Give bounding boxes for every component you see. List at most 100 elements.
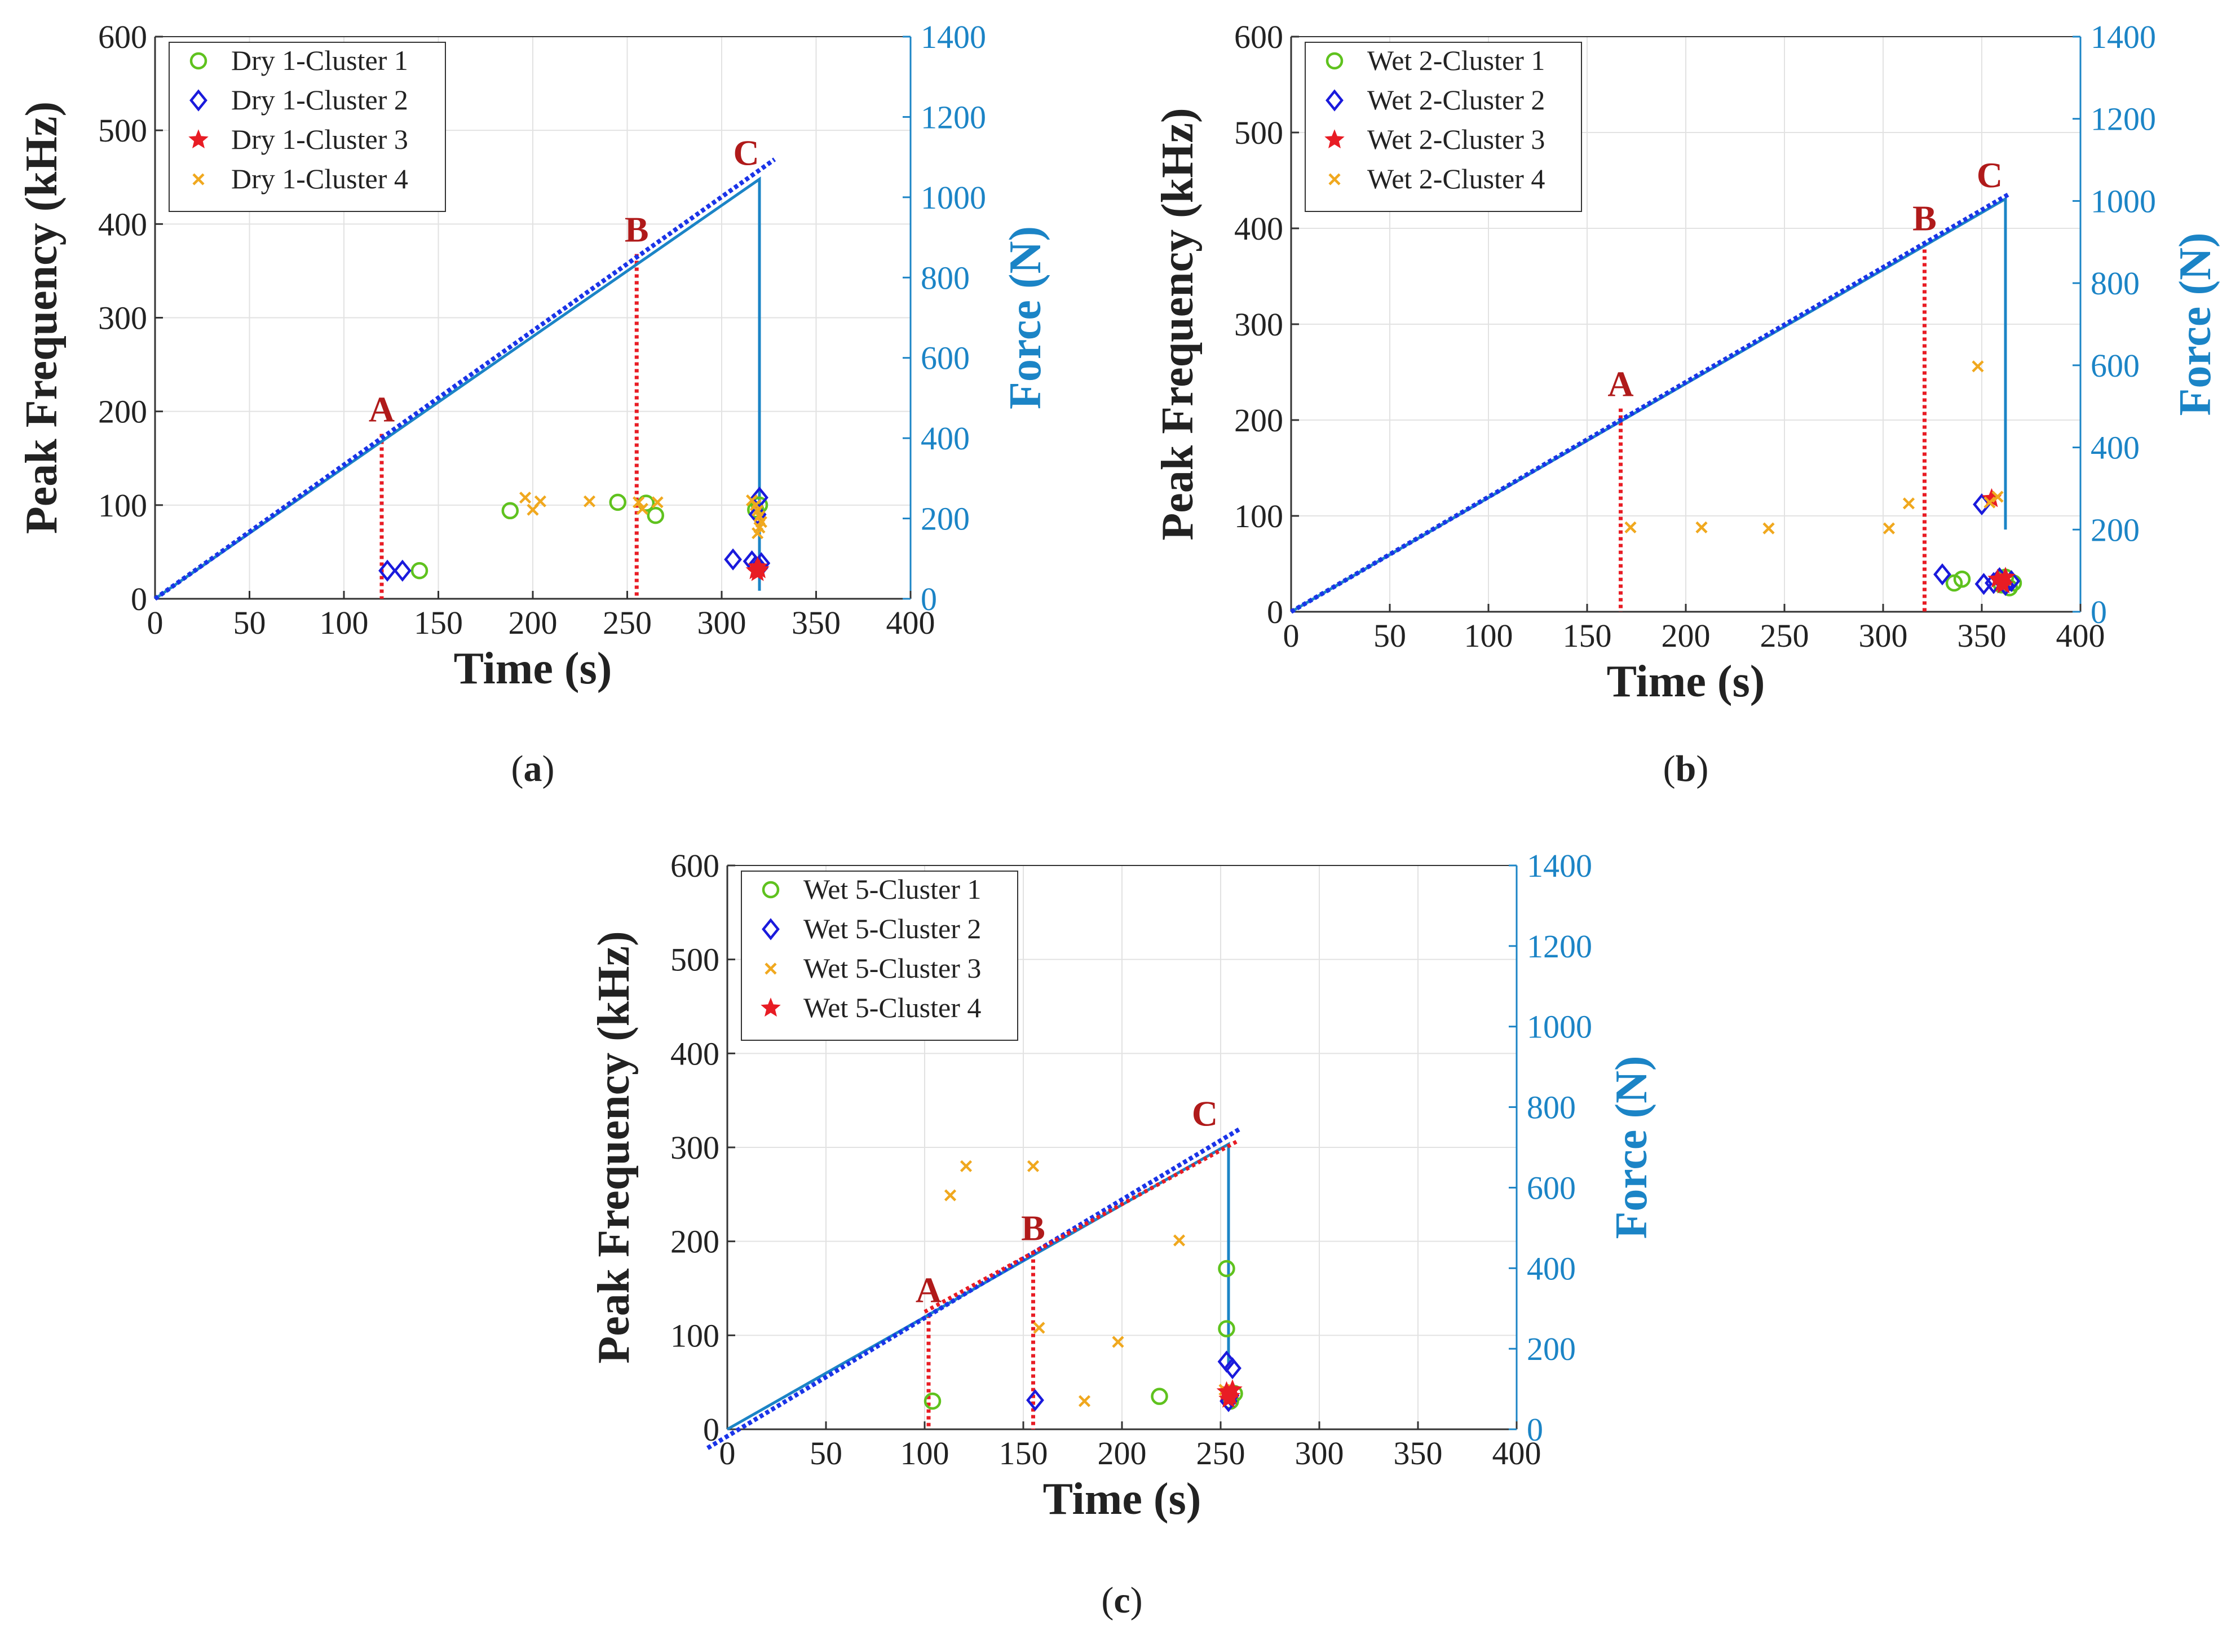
x-tick-label: 50: [1373, 617, 1406, 654]
data-point: [1993, 574, 2014, 594]
data-point: [534, 495, 546, 507]
x-tick-label: 100: [320, 604, 369, 641]
x-tick-label: 150: [414, 604, 463, 641]
y-tick-label: 400: [1234, 210, 1283, 247]
series-4: [1216, 1379, 1243, 1408]
legend-marker: [762, 881, 780, 899]
legend-entry-label: Wet 5-Cluster 2: [803, 913, 981, 944]
data-point: [960, 1160, 973, 1172]
y-right-tick-label: 1000: [2091, 183, 2156, 219]
x-tick-label: 0: [1283, 617, 1300, 654]
x-axis-title: Time (s): [454, 644, 612, 694]
y-right-axis-title: Force (N): [1001, 226, 1050, 409]
y-tick-label: 0: [131, 581, 147, 617]
data-point: [1223, 1357, 1242, 1380]
x-tick-label: 400: [2056, 617, 2105, 654]
series-3: [745, 556, 770, 581]
data-point: [1902, 497, 1915, 510]
legend-marker: [189, 52, 207, 70]
y-tick-label: 300: [1234, 306, 1283, 343]
y-right-tick-label: 800: [1527, 1089, 1576, 1126]
legend-entry-label: Wet 5-Cluster 1: [803, 873, 981, 905]
legend-entry-label: Dry 1-Cluster 4: [231, 163, 408, 195]
data-point: [1991, 491, 2004, 503]
data-point: [1624, 521, 1637, 533]
data-point: [1173, 1234, 1186, 1247]
data-point: [747, 562, 768, 581]
marker-label-c: C: [1192, 1093, 1218, 1133]
y-tick-label: 100: [98, 487, 147, 524]
x-tick-label: 150: [999, 1435, 1048, 1472]
series-3: [1981, 488, 2016, 594]
legend-entry-label: Dry 1-Cluster 3: [231, 123, 408, 155]
x-tick-label: 150: [1563, 617, 1612, 654]
legend-entry-label: Wet 2-Cluster 3: [1367, 123, 1545, 155]
data-point: [748, 503, 767, 526]
data-point: [1695, 521, 1708, 533]
chart-b: 0 50 100 150 200 250 300 350 4000100200300400500…: [1153, 19, 2220, 789]
x-tick-label: 200: [1662, 617, 1711, 654]
data-point: [1983, 496, 1996, 509]
caption-letter: c: [1114, 1580, 1130, 1621]
legend-entry-label: Wet 2-Cluster 4: [1367, 163, 1545, 195]
y-tick-label: 100: [670, 1317, 719, 1354]
y-tick-label: 500: [670, 942, 719, 978]
data-point: [1973, 493, 1991, 516]
data-point: [1033, 1322, 1045, 1334]
y-right-tick-label: 400: [2091, 430, 2140, 466]
x-tick-label: 250: [1760, 617, 1809, 654]
legend-marker: [1326, 52, 1344, 70]
x-tick-label: 300: [1295, 1435, 1344, 1472]
y-tick-label: 600: [670, 847, 719, 884]
x-tick-label: 300: [1859, 617, 1908, 654]
y-right-tick-label: 0: [921, 581, 937, 617]
legend-entry-label: Wet 2-Cluster 1: [1367, 45, 1545, 76]
y-right-tick-label: 1000: [1527, 1009, 1592, 1045]
force-curve: [154, 176, 761, 600]
y-right-tick-label: 600: [1527, 1169, 1576, 1206]
y-right-tick-label: 1200: [1527, 928, 1592, 965]
y-axis-title: Peak Frequency (kHz): [589, 931, 639, 1363]
y-right-tick-label: 400: [1527, 1250, 1576, 1287]
y-tick-label: 200: [98, 394, 147, 430]
y-right-tick-label: 1400: [921, 19, 986, 55]
caption-b: (b): [1663, 748, 1709, 789]
y-axis-title: Peak Frequency (kHz): [1153, 108, 1203, 540]
fit-line-red: [924, 1139, 1238, 1314]
caption-letter: b: [1676, 748, 1696, 789]
fit-line: [1289, 192, 2011, 614]
y-right-tick-label: 600: [921, 340, 970, 377]
x-tick-label: 50: [810, 1435, 842, 1472]
data-point: [1027, 1160, 1040, 1172]
x-tick-label: 350: [792, 604, 841, 641]
legend-entry-label: Wet 2-Cluster 2: [1367, 84, 1545, 116]
y-right-tick-label: 0: [2091, 594, 2107, 630]
legend: Wet 5-Cluster 1 Wet 5-Cluster 2 Wet 5-Clus…: [741, 871, 1018, 1041]
series-4: [1624, 360, 2004, 535]
data-point: [1218, 1388, 1239, 1408]
data-point: [1218, 1260, 1235, 1278]
data-point: [1972, 360, 1984, 373]
legend-box: [169, 42, 446, 212]
legend-box: [1305, 42, 1582, 212]
marker-label-a: A: [916, 1270, 942, 1310]
x-tick-label: 200: [509, 604, 558, 641]
legend: Dry 1-Cluster 1 Dry 1-Cluster 2 Dry 1-Clus…: [169, 42, 446, 212]
data-point: [609, 493, 626, 511]
y-tick-label: 500: [1234, 114, 1283, 151]
x-tick-label: 400: [886, 604, 935, 641]
data-point: [1218, 1320, 1235, 1337]
y-axis-title: Peak Frequency (kHz): [17, 101, 67, 534]
y-tick-label: 600: [98, 19, 147, 55]
y-right-tick-label: 200: [921, 501, 970, 537]
legend-entry-label: Wet 5-Cluster 4: [803, 992, 981, 1023]
legend-marker: [761, 997, 781, 1017]
y-tick-label: 100: [1234, 498, 1283, 535]
y-right-tick-label: 800: [921, 259, 970, 296]
y-right-tick-label: 1200: [921, 99, 986, 135]
data-point: [1762, 522, 1775, 535]
legend-entry-label: Wet 5-Cluster 3: [803, 952, 981, 984]
x-tick-label: 50: [233, 604, 266, 641]
x-tick-label: 100: [1464, 617, 1513, 654]
